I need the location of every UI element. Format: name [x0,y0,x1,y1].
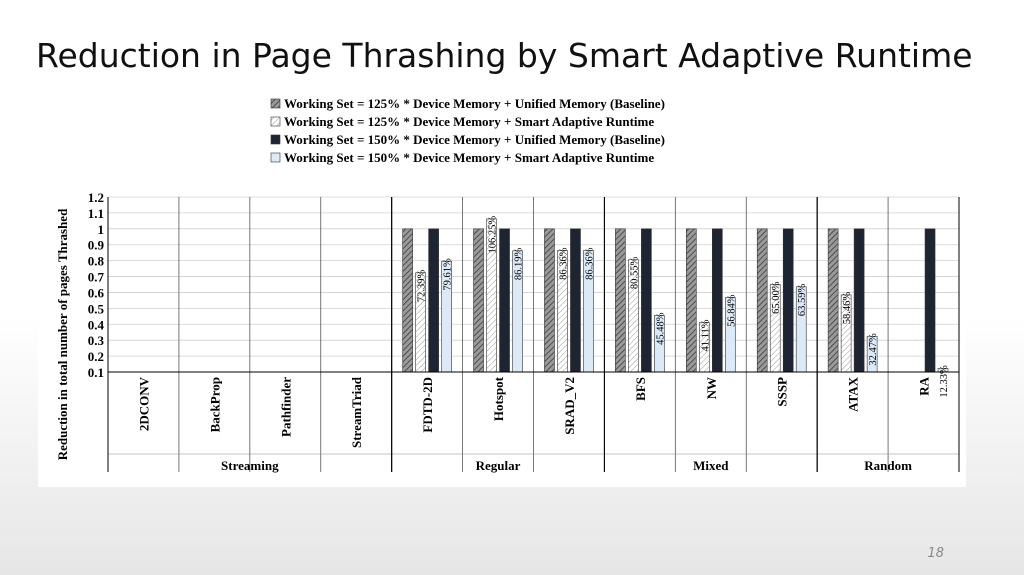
data-label: 63.59% [797,283,808,316]
bar-chart: Working Set = 125% * Device Memory + Uni… [55,96,960,473]
category-label: BFS [633,377,648,401]
category-label: StreamTriad [349,376,364,448]
bar [853,228,865,373]
category-label: Hotspot [491,376,506,421]
bar [402,228,413,373]
y-tick-label: 0.5 [88,301,105,316]
group-label: Streaming [221,458,279,473]
y-tick-label: 0.3 [88,333,105,348]
y-tick-label: 0.4 [88,317,105,332]
category-label: NW [704,377,719,399]
chart-legend: Working Set = 125% * Device Memory + Uni… [270,96,665,165]
category-label: SSSP [775,377,790,407]
legend-label: Working Set = 150% * Device Memory + Uni… [284,132,665,147]
data-label: 41.11% [700,319,711,351]
data-label: 86.36% [558,247,569,280]
y-tick-label: 0.8 [88,254,105,269]
chart-labels: 0.10.20.30.40.50.60.70.80.911.11.2 Reduct… [55,190,950,473]
y-tick-label: 0.2 [88,349,104,364]
legend-swatch [270,134,281,145]
category-label: FDTD-2D [420,377,435,433]
data-label: 12.33% [939,365,950,398]
data-label: 79.61% [443,258,454,291]
bar [827,228,839,373]
data-label: 80.55% [629,257,640,290]
bar [782,228,794,373]
data-label: 45.48% [655,312,666,345]
data-label: 58.46% [842,292,853,325]
bar [685,228,697,373]
group-label: Regular [476,458,521,473]
data-label: 56.84% [726,294,737,327]
bar [473,228,484,373]
bar [570,228,581,373]
data-label: 86.19% [514,248,525,281]
group-label: Random [864,458,912,473]
y-tick-label: 0.6 [88,285,105,300]
data-label: 106.25% [488,216,499,254]
legend-label: Working Set = 125% * Device Memory + Sma… [284,114,654,129]
data-label: 32.47% [868,333,879,366]
bar [615,228,626,373]
category-label: SRAD_V2 [562,377,577,435]
page-number: 18 [927,546,944,561]
y-tick-label: 1.1 [88,206,104,221]
data-label: 72.39% [417,269,428,302]
legend-swatch [270,98,281,109]
bar [924,228,936,373]
group-label: Mixed [693,458,729,473]
y-axis-label: Reduction in total number of pages Thras… [55,208,70,460]
category-label: BackProp [207,377,222,432]
legend-swatch [270,152,281,163]
category-label: 2DCONV [136,376,151,431]
category-label: Pathfinder [278,377,293,437]
chart-axes [107,197,960,472]
y-tick-label: 0.9 [88,238,105,253]
bar [641,228,652,373]
bar [428,228,439,373]
data-label: 86.36% [584,247,595,280]
y-tick-label: 0.7 [88,270,105,285]
y-tick-label: 1 [98,222,105,237]
chart-bars [402,218,949,373]
bar [756,228,768,373]
bar [711,228,723,373]
slide-title: Reduction in Page Thrashing by Smart Ada… [36,36,973,75]
data-label: 65.00% [771,281,782,314]
y-tick-label: 1.2 [88,190,104,205]
bar [499,228,510,373]
bar [544,228,555,373]
category-label: RA [917,376,932,395]
legend-label: Working Set = 125% * Device Memory + Uni… [284,96,665,111]
category-label: ATAX [846,376,861,412]
legend-label: Working Set = 150% * Device Memory + Sma… [284,150,654,165]
chart-panel: Working Set = 125% * Device Memory + Uni… [38,87,966,487]
legend-swatch [270,116,281,127]
y-tick-label: 0.1 [88,365,104,380]
